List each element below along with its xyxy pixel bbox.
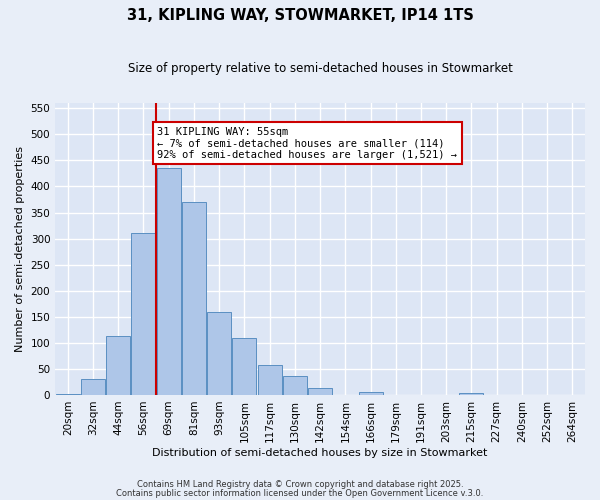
Text: Contains public sector information licensed under the Open Government Licence v.: Contains public sector information licen… xyxy=(116,488,484,498)
Bar xyxy=(131,233,155,395)
Bar xyxy=(283,376,307,395)
Bar xyxy=(308,388,332,395)
Bar xyxy=(106,336,130,395)
Bar xyxy=(182,202,206,395)
Bar xyxy=(359,392,383,395)
Bar xyxy=(207,312,231,395)
Bar xyxy=(232,338,256,395)
Y-axis label: Number of semi-detached properties: Number of semi-detached properties xyxy=(15,146,25,352)
Bar xyxy=(257,365,281,395)
Bar xyxy=(56,394,80,395)
Bar xyxy=(81,380,105,395)
Bar xyxy=(157,168,181,395)
Text: Contains HM Land Registry data © Crown copyright and database right 2025.: Contains HM Land Registry data © Crown c… xyxy=(137,480,463,489)
Title: Size of property relative to semi-detached houses in Stowmarket: Size of property relative to semi-detach… xyxy=(128,62,512,76)
Bar xyxy=(460,394,484,395)
Text: 31, KIPLING WAY, STOWMARKET, IP14 1TS: 31, KIPLING WAY, STOWMARKET, IP14 1TS xyxy=(127,8,473,22)
Text: 31 KIPLING WAY: 55sqm
← 7% of semi-detached houses are smaller (114)
92% of semi: 31 KIPLING WAY: 55sqm ← 7% of semi-detac… xyxy=(157,126,457,160)
X-axis label: Distribution of semi-detached houses by size in Stowmarket: Distribution of semi-detached houses by … xyxy=(152,448,488,458)
